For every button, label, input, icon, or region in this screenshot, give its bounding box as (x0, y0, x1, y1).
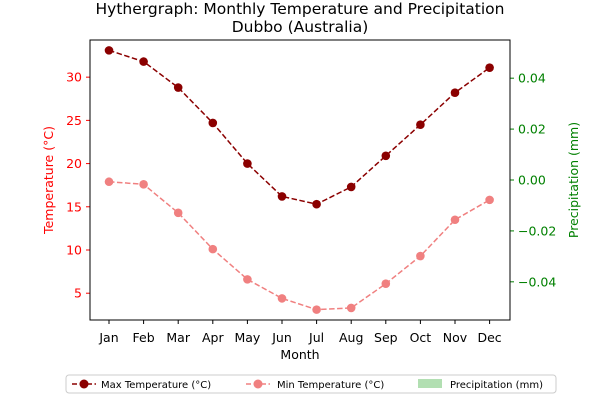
right-tick-label: 0.04 (518, 71, 546, 86)
series-1-point (485, 195, 494, 205)
plot-frame (89, 39, 511, 321)
left-tick-label: 5 (74, 286, 82, 301)
x-axis-label: Month (280, 347, 319, 362)
right-tick-label: −0.04 (518, 274, 556, 289)
legend-max-label: Max Temperature (°C) (101, 380, 211, 391)
series-0-point (243, 159, 252, 168)
series-1-point (208, 244, 218, 254)
legend-precip-label: Precipitation (mm) (450, 380, 543, 391)
series-1-point (277, 294, 287, 303)
left-tick-label: 10 (66, 243, 82, 258)
right-axis-ticks: −0.04 −0.02 0.00 0.02 0.04 (510, 71, 556, 289)
series-1-point (312, 305, 321, 314)
series-0-point (346, 182, 356, 192)
series-1-point (173, 208, 183, 218)
x-tick-label: Mar (166, 330, 190, 345)
series-0-point (277, 192, 287, 201)
series-0-point (416, 120, 425, 129)
series-1-point (139, 180, 148, 189)
series-0-point (173, 83, 183, 92)
left-tick-label: 15 (66, 199, 82, 214)
x-tick-label: Jan (98, 330, 118, 345)
series-1-point (416, 251, 425, 261)
chart-title-line1: Hythergraph: Monthly Temperature and Pre… (96, 0, 505, 18)
series-0-point (104, 46, 114, 55)
x-tick-label: Nov (443, 330, 468, 345)
legend-min-label: Min Temperature (°C) (277, 380, 384, 391)
x-tick-label: Oct (410, 330, 432, 345)
x-axis-ticks: Jan Feb Mar Apr May Jun Jul Aug Sep Oct Nov Dec (98, 320, 502, 345)
left-axis-ticks: 5 10 15 20 25 30 (66, 70, 90, 301)
x-tick-label: Sep (374, 330, 398, 345)
series-layer (104, 46, 494, 314)
x-tick-label: Apr (202, 330, 224, 345)
series-1-point (104, 177, 114, 187)
chart-title-line2: Dubbo (Australia) (232, 18, 369, 36)
series-0-point (381, 151, 391, 161)
legend-min-marker (253, 379, 263, 389)
series-0-point (139, 57, 148, 66)
legend-precip-swatch (418, 379, 442, 388)
x-tick-label: Jun (271, 330, 292, 345)
series-0-point (208, 118, 218, 128)
series-line-1 (108, 180, 490, 311)
x-tick-label: Aug (339, 330, 363, 345)
series-0-point (485, 63, 494, 72)
left-tick-label: 30 (66, 70, 82, 85)
legend-max-marker (79, 379, 89, 389)
right-tick-label: 0.00 (518, 173, 546, 188)
x-tick-label: May (234, 330, 260, 345)
series-1-point (381, 279, 391, 289)
series-1-point (450, 215, 460, 225)
series-1-point (243, 275, 252, 284)
series-0-point (312, 199, 321, 209)
left-axis-label: Temperature (°C) (41, 126, 56, 235)
right-axis-label: Precipitation (mm) (566, 122, 581, 238)
left-tick-label: 20 (66, 156, 82, 171)
x-tick-label: Feb (133, 330, 155, 345)
series-0-point (450, 88, 460, 98)
series-line-0 (108, 49, 491, 205)
left-tick-label: 25 (66, 113, 82, 128)
series-1-point (346, 303, 356, 313)
legend: Max Temperature (°C) Min Temperature (°C… (65, 374, 557, 394)
right-tick-label: −0.02 (518, 223, 556, 238)
x-tick-label: Dec (477, 330, 501, 345)
x-tick-label: Jul (308, 330, 324, 345)
right-tick-label: 0.02 (518, 122, 546, 137)
